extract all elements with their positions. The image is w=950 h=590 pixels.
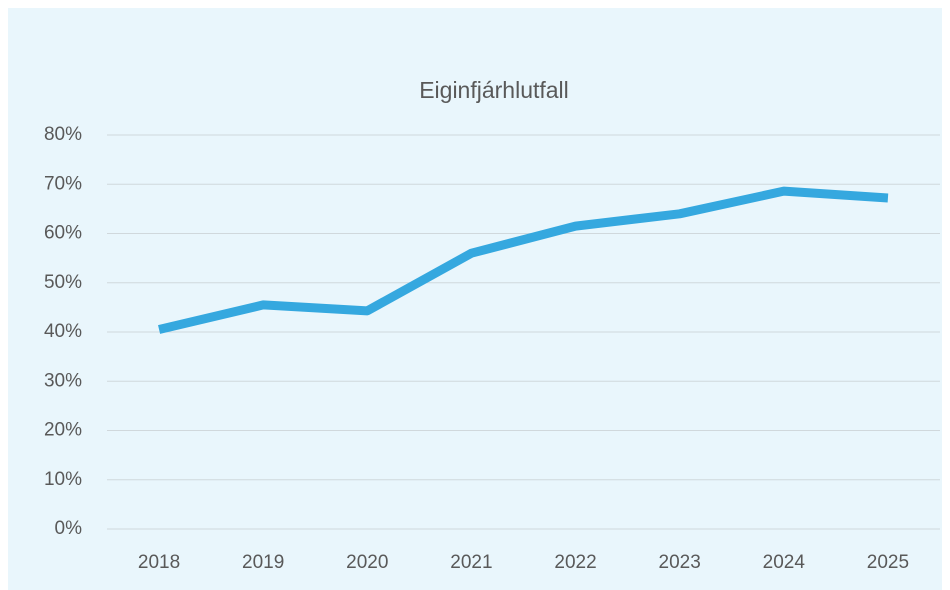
x-tick-label: 2018: [138, 552, 180, 573]
chart-background: [8, 8, 942, 590]
x-tick-label: 2021: [450, 552, 492, 573]
y-tick-label: 0%: [55, 518, 83, 539]
x-tick-label: 2025: [867, 552, 909, 573]
x-tick-label: 2019: [242, 552, 284, 573]
y-tick-label: 40%: [44, 321, 82, 342]
y-tick-label: 60%: [44, 223, 82, 244]
y-tick-label: 10%: [44, 469, 82, 490]
x-tick-label: 2024: [763, 552, 806, 573]
y-tick-label: 30%: [44, 370, 82, 391]
y-tick-label: 70%: [44, 173, 82, 194]
x-tick-label: 2023: [659, 552, 701, 573]
y-tick-label: 80%: [44, 124, 82, 145]
data-line: [158, 186, 889, 334]
x-tick-label: 2022: [554, 552, 596, 573]
chart-title: Eiginfjárhlutfall: [419, 77, 569, 103]
y-tick-label: 50%: [44, 272, 82, 293]
x-tick-label: 2020: [346, 552, 388, 573]
y-tick-label: 20%: [44, 420, 82, 441]
